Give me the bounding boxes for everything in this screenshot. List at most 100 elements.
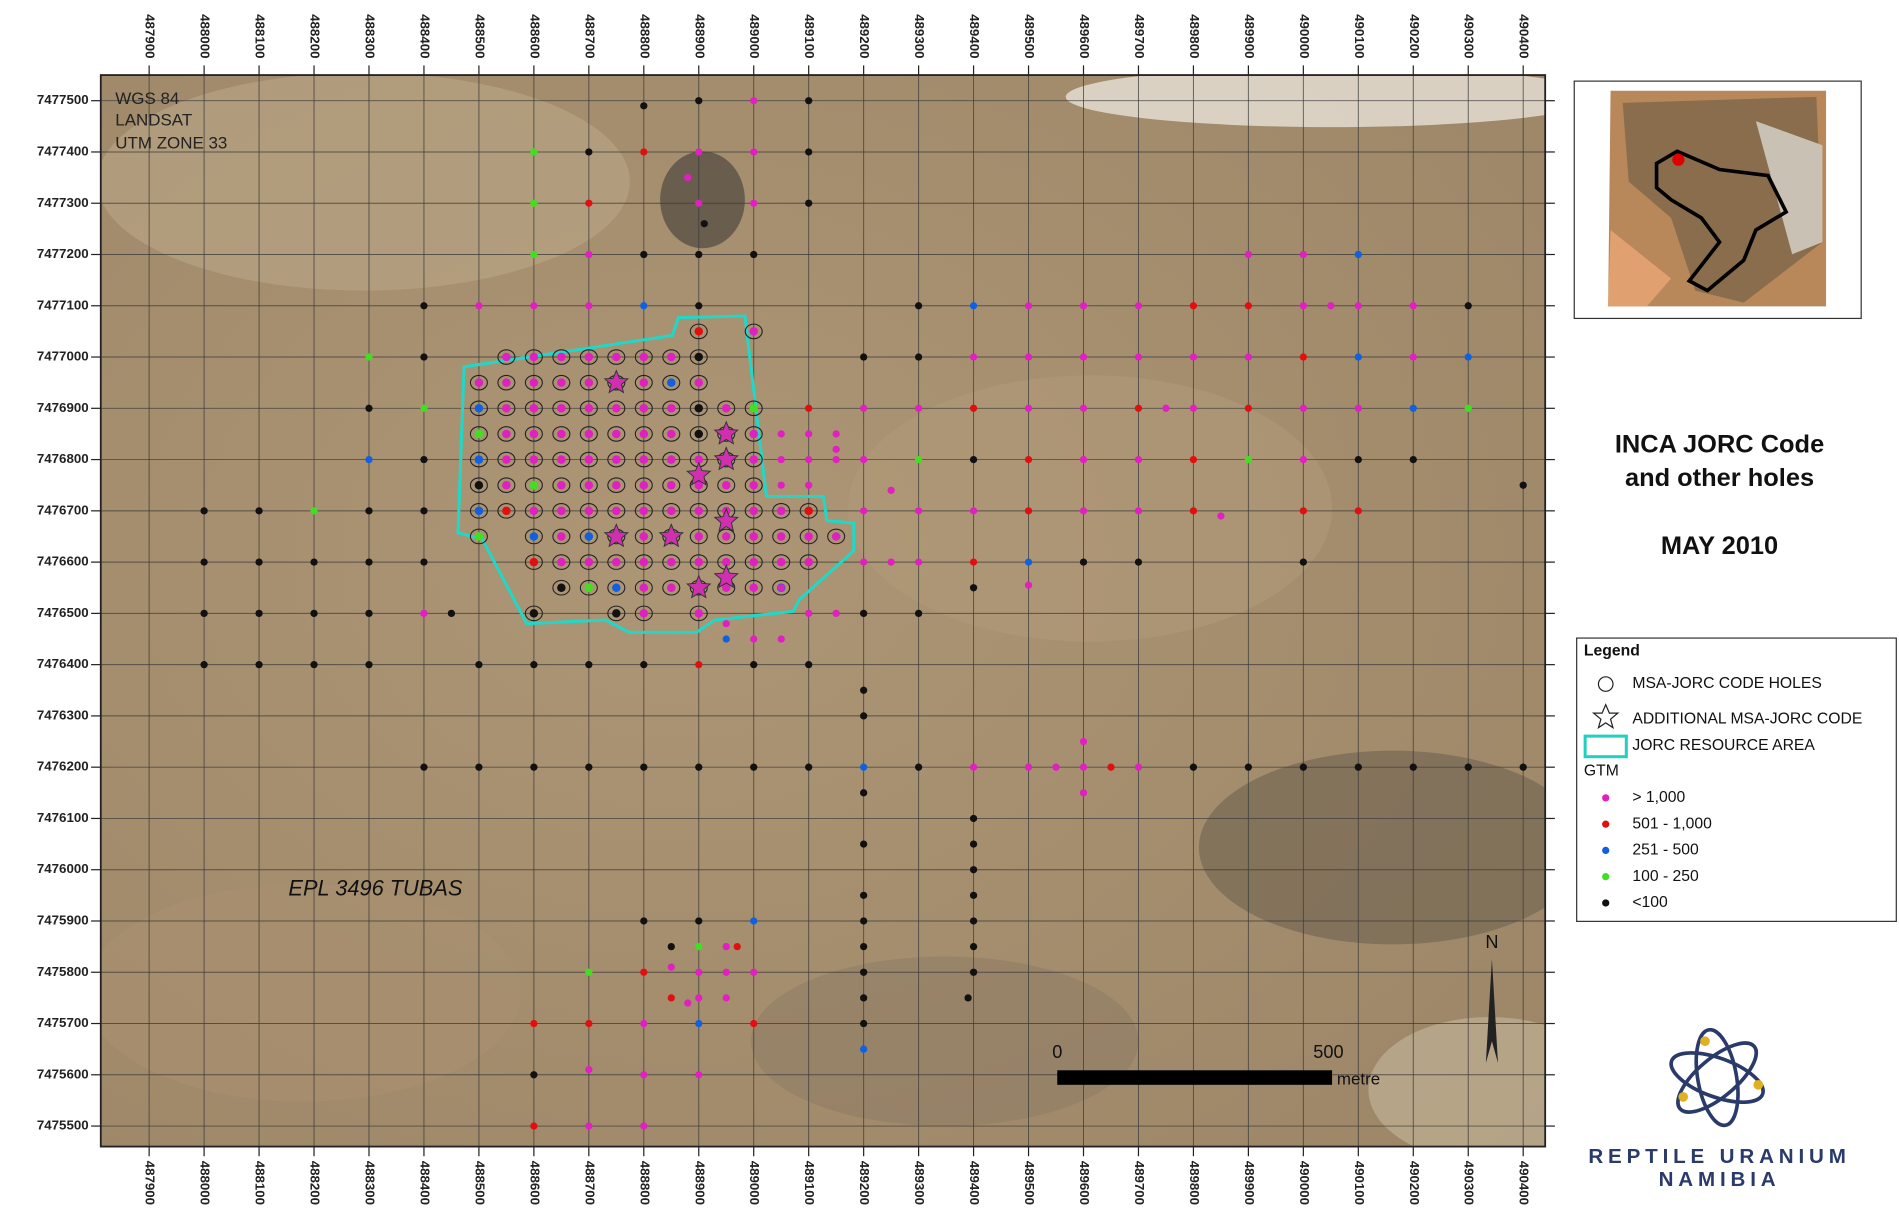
drill-hole (750, 968, 758, 976)
inset-map (1608, 90, 1827, 307)
drill-hole (640, 302, 648, 310)
drill-hole (1134, 507, 1143, 515)
msa-hole (529, 429, 539, 439)
logo (1669, 1027, 1765, 1128)
drill-hole (914, 558, 923, 566)
msa-hole (557, 404, 566, 413)
msa-hole-ring (717, 528, 736, 545)
drill-hole (695, 199, 703, 207)
msa-hole-ring (662, 554, 681, 570)
msa-hole-ring (552, 426, 571, 442)
msa-hole (694, 378, 704, 387)
msa-hole-ring (524, 374, 543, 391)
drill-hole (777, 481, 785, 489)
easting-label: 489500 (1022, 1161, 1037, 1205)
msa-hole (776, 506, 786, 516)
drill-hole (640, 763, 648, 771)
msa-hole (639, 404, 649, 413)
msa-hole-ring (524, 400, 543, 417)
legend-frame (1576, 637, 1897, 922)
drill-hole (860, 1019, 868, 1028)
msa-hole (612, 404, 621, 413)
drill-hole (310, 661, 318, 669)
msa-hole-ring (524, 528, 543, 545)
msa-hole-ring (469, 400, 488, 417)
msa-hole (584, 506, 594, 516)
northing-label: 7475800 (37, 964, 89, 979)
drill-hole (255, 609, 263, 618)
msa-hole (474, 429, 484, 439)
msa-hole-ring (607, 605, 626, 622)
msa-hole-ring (744, 451, 763, 468)
drill-hole (860, 686, 868, 694)
msa-hole (667, 352, 676, 362)
drill-hole (695, 148, 703, 156)
additional-hole (713, 507, 739, 532)
drill-hole (585, 199, 593, 207)
drill-hole (1409, 404, 1417, 412)
msa-hole-ring (634, 451, 653, 468)
northing-label: 7477500 (37, 92, 89, 107)
drill-hole (969, 558, 978, 566)
drill-hole (1079, 507, 1088, 515)
drill-hole (722, 968, 730, 976)
msa-hole-ring (497, 451, 516, 468)
msa-hole (584, 352, 594, 362)
msa-hole (529, 557, 539, 567)
msa-hole (804, 532, 813, 541)
msa-hole-ring (607, 426, 626, 442)
drill-hole (733, 942, 741, 951)
easting-label: 488900 (692, 14, 707, 58)
drill-hole (530, 1122, 538, 1130)
drill-hole (860, 891, 868, 899)
northing-label: 7476500 (37, 605, 89, 620)
legend-label: 100 - 250 (1632, 868, 1699, 885)
drill-hole (1079, 763, 1088, 771)
msa-hole-ring (552, 374, 571, 391)
msa-hole-ring (579, 528, 598, 545)
drill-hole (832, 445, 840, 453)
drill-hole (365, 609, 373, 618)
drill-hole (969, 840, 978, 848)
msa-hole (694, 429, 704, 439)
drill-hole (1299, 763, 1307, 771)
drill-hole (1134, 404, 1143, 412)
easting-label: 488300 (362, 1161, 377, 1205)
drill-hole (1134, 353, 1143, 361)
drill-hole (860, 763, 868, 771)
msa-hole (474, 480, 484, 490)
drill-hole (585, 661, 593, 669)
msa-hole (584, 455, 594, 464)
drill-hole (860, 994, 868, 1002)
northing-label: 7477000 (37, 349, 89, 364)
drill-hole (750, 97, 758, 105)
msa-hole (694, 455, 704, 464)
msa-hole-ring (634, 374, 653, 391)
msa-hole-ring (772, 554, 791, 570)
msa-hole-ring (634, 400, 653, 417)
easting-label: 489300 (912, 14, 927, 58)
msa-hole (694, 506, 704, 516)
msa-hole-ring (744, 477, 763, 494)
northing-label: 7476300 (37, 707, 89, 722)
drill-hole (1299, 353, 1307, 361)
easting-label: 489700 (1132, 14, 1147, 58)
msa-hole (639, 352, 649, 362)
msa-hole-ring (689, 503, 708, 519)
drill-hole (420, 455, 428, 464)
drill-hole (695, 661, 703, 669)
easting-label: 490000 (1297, 1161, 1312, 1205)
additional-hole (686, 574, 712, 599)
msa-hole (722, 404, 731, 413)
drill-hole (1464, 404, 1472, 412)
drill-hole (1519, 763, 1527, 771)
drill-hole (969, 455, 978, 464)
northing-label: 7477300 (37, 195, 89, 210)
msa-hole (749, 506, 758, 516)
msa-hole-ring (552, 451, 571, 468)
easting-label: 489000 (747, 14, 762, 58)
drill-hole (695, 302, 703, 310)
drill-hole (1079, 737, 1088, 746)
easting-label: 488700 (582, 14, 597, 58)
easting-label: 489600 (1077, 1161, 1092, 1205)
